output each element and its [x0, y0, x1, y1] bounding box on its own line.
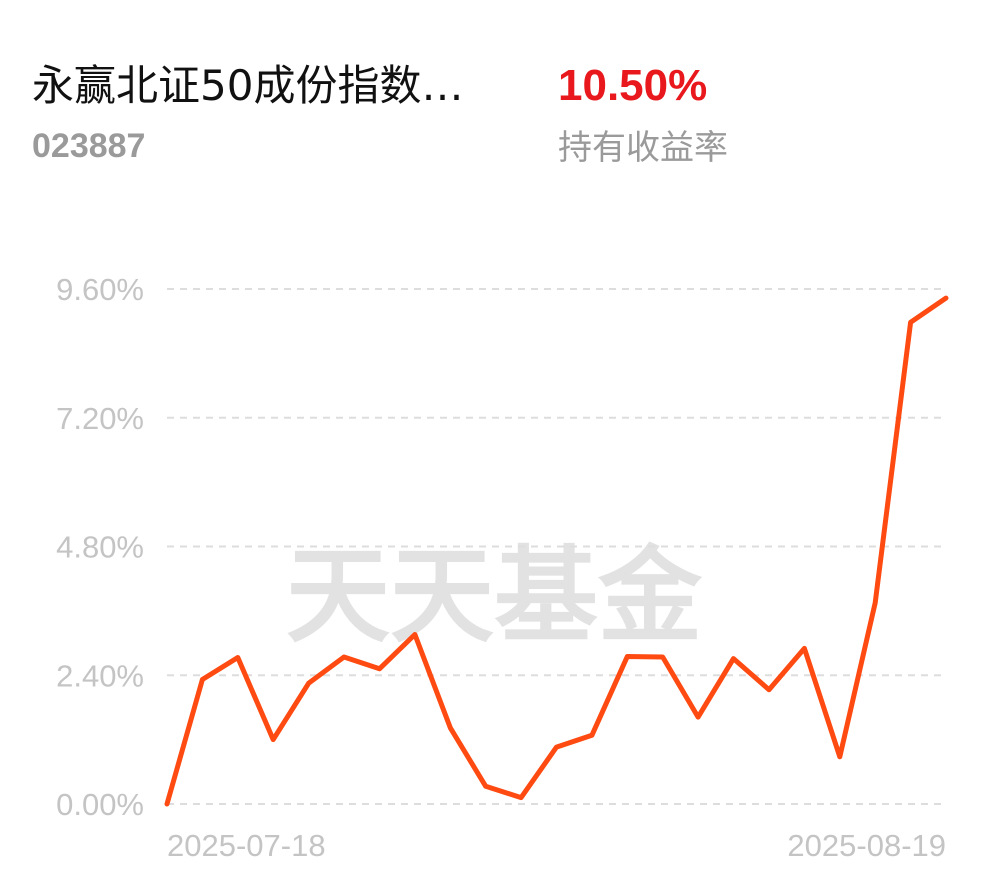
series-layer: [164, 295, 949, 807]
x-axis-ticks: 2025-07-18 2025-08-19: [167, 828, 946, 863]
watermark-logo: 天天基金: [286, 534, 703, 657]
y-tick-label: 0.00%: [56, 787, 144, 822]
fund-name: 永赢北证50成份指数…: [32, 61, 464, 110]
x-tick-label: 2025-08-19: [787, 828, 946, 863]
series-line: [164, 295, 949, 807]
holding-return-value: 10.50%: [558, 61, 708, 110]
x-tick-label: 2025-07-18: [167, 828, 326, 863]
holding-return-label: 持有收益率: [558, 128, 728, 168]
y-tick-label: 7.20%: [56, 401, 144, 436]
y-tick-label: 2.40%: [56, 658, 144, 693]
y-axis-ticks: 0.00% 2.40% 4.80% 7.20% 9.60%: [56, 272, 144, 822]
y-tick-label: 9.60%: [56, 272, 144, 307]
y-tick-label: 4.80%: [56, 530, 144, 565]
fund-code: 023887: [32, 127, 146, 165]
